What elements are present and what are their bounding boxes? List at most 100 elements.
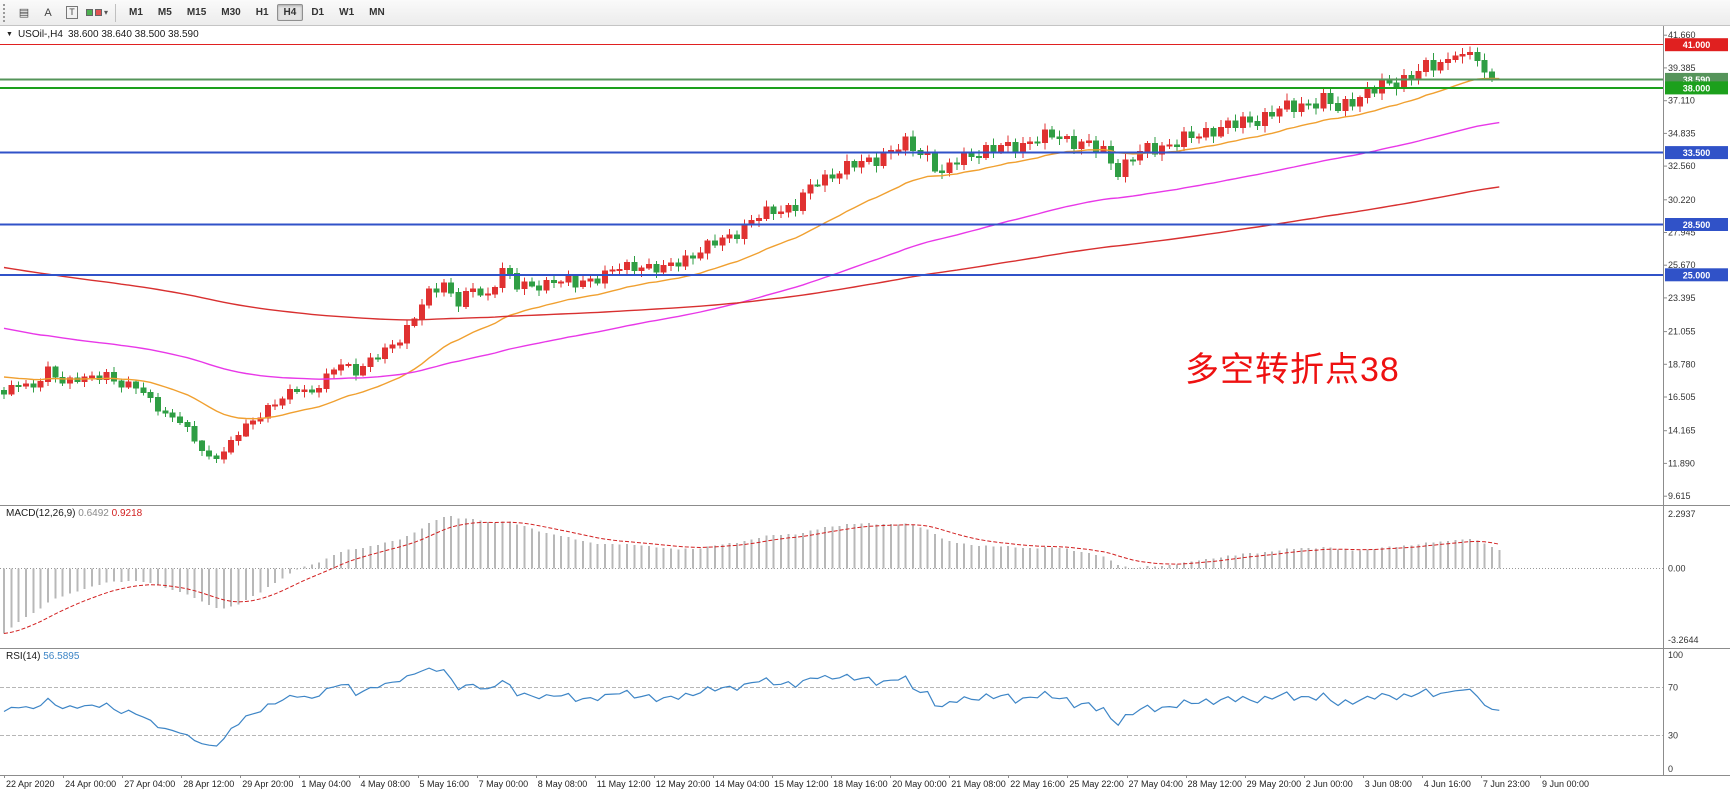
time-tick	[712, 775, 714, 778]
rsi-axis-label: 70	[1668, 683, 1678, 693]
candles-layer	[1, 46, 1503, 464]
time-axis-label: 15 May 12:00	[774, 779, 829, 789]
objects-dropdown-button[interactable]: ▾	[85, 2, 109, 24]
macd-label: MACD(12,26,9) 0.6492 0.9218	[6, 508, 142, 519]
price-tag-text: 41.000	[1683, 40, 1711, 50]
chart-title: ▼ USOil-,H4 38.600 38.640 38.500 38.590	[6, 29, 199, 40]
time-axis-label: 22 May 16:00	[1010, 779, 1065, 789]
price-axis-label: 25.670	[1668, 260, 1696, 270]
time-axis[interactable]: 22 Apr 2020 24 Apr 00:00 27 Apr 04:00 28 Ap…	[0, 775, 1730, 793]
macd-signal-line	[3, 521, 1500, 634]
cursor-a-button[interactable]: A	[44, 6, 52, 19]
chart-annotation[interactable]: 多空转折点38	[1185, 351, 1400, 389]
timeframe-button-h4[interactable]: H4	[276, 4, 304, 21]
rsi-chart[interactable]: 100 70 30 0	[0, 648, 1730, 775]
macd-indicator-name: MACD(12,26,9)	[6, 508, 76, 519]
time-axis-label: 1 May 04:00	[301, 779, 351, 789]
rsi-levels	[0, 687, 1663, 736]
time-tick	[417, 775, 419, 778]
timeframe-button-h1[interactable]: H1	[255, 7, 269, 18]
time-axis-label: 8 May 08:00	[537, 779, 588, 789]
timeframe-button-m1[interactable]: M1	[129, 7, 143, 18]
time-axis-label: 4 Jun 16:00	[1423, 779, 1471, 789]
time-tick	[1185, 775, 1187, 778]
macd-axis-label: 0.00	[1668, 564, 1686, 574]
price-axis-label: 18.780	[1668, 359, 1696, 369]
time-axis-label: 12 May 20:00	[655, 779, 711, 789]
time-axis-label: 22 Apr 2020	[6, 779, 55, 789]
macd-signal-value: 0.9218	[111, 508, 143, 519]
time-tick	[1480, 775, 1482, 778]
time-tick	[1303, 775, 1305, 778]
timeframe-button-m5[interactable]: M5	[157, 7, 172, 18]
time-tick	[299, 775, 301, 778]
chart-ohlc-values: 38.600 38.640 38.500 38.590	[67, 29, 199, 40]
rsi-indicator-name: RSI(14)	[6, 651, 41, 662]
chart-list-icon[interactable]: ▤	[18, 7, 30, 19]
time-tick	[181, 775, 183, 778]
price-axis[interactable]: 41.660 39.385 37.110 34.835 32.560 30.220 27.9…	[1663, 26, 1728, 505]
toolbar-grip[interactable]	[2, 3, 9, 22]
text-tool-icon: T	[66, 6, 78, 19]
symbol-dropdown-icon[interactable]: ▼	[6, 31, 13, 38]
timeframe-button-d1[interactable]: D1	[311, 7, 325, 18]
time-tick	[831, 775, 833, 778]
price-tag-text: 25.000	[1683, 270, 1711, 280]
price-tag-41.000	[1665, 38, 1728, 52]
toolbar: ▤ A T ▾ M1 M5 M15 M30 H1 H4 D1 W1 MN	[0, 0, 1730, 26]
ma-fast-line	[3, 77, 1500, 420]
moving-averages-layer	[3, 77, 1500, 420]
main-chart-panel[interactable]: 41.660 39.385 37.110 34.835 32.560 30.220 27.9…	[0, 26, 1730, 505]
timeframe-button-w1[interactable]: W1	[339, 7, 355, 18]
price-axis-label: 21.055	[1668, 327, 1696, 337]
time-tick	[1067, 775, 1069, 778]
price-axis-label: 9.615	[1668, 491, 1691, 501]
price-tag-text: 38.590	[1683, 75, 1711, 85]
price-axis-label: 30.220	[1668, 195, 1696, 205]
price-axis-label: 41.660	[1668, 30, 1696, 40]
time-axis-label: 4 May 08:00	[360, 779, 411, 789]
time-axis-label: 18 May 16:00	[833, 779, 888, 789]
time-tick	[1540, 775, 1541, 778]
rsi-label: RSI(14) 56.5895	[6, 651, 79, 662]
rsi-axis: 100 70 30 0	[1663, 648, 1683, 775]
macd-chart[interactable]: 2.2937 0.00 -3.2644	[0, 505, 1730, 648]
timeframe-button-m15[interactable]: M15	[186, 7, 207, 18]
time-axis-label: 21 May 08:00	[951, 779, 1006, 789]
timeframe-toolbar: M1 M5 M15 M30 H1 H4 D1 W1 MN	[122, 4, 392, 21]
rsi-line	[3, 667, 1500, 747]
macd-histogram	[3, 516, 1501, 634]
panel-separator-rsi[interactable]	[0, 648, 1730, 649]
toolbar-separator	[115, 3, 117, 22]
panel-separator-macd[interactable]	[0, 505, 1730, 506]
macd-panel[interactable]: 2.2937 0.00 -3.2644 MACD(12,26,9) 0.6492 0…	[0, 505, 1730, 648]
price-chart[interactable]: 41.660 39.385 37.110 34.835 32.560 30.220 27.9…	[0, 26, 1730, 505]
ma-slow-line	[3, 186, 1500, 321]
time-axis-label: 7 Jun 23:00	[1482, 779, 1530, 789]
rsi-axis-label: 30	[1668, 730, 1678, 740]
time-axis-label: 9 Jun 00:00	[1542, 779, 1590, 789]
time-axis-label: 29 Apr 20:00	[242, 779, 294, 789]
price-axis-label: 16.505	[1668, 392, 1696, 402]
ma-medium-line	[3, 121, 1500, 380]
time-axis-label: 24 Apr 00:00	[65, 779, 117, 789]
price-axis-label: 11.890	[1668, 458, 1695, 468]
time-axis-label: 27 Apr 04:00	[124, 779, 176, 789]
timeframe-button-mn[interactable]: MN	[369, 7, 385, 18]
time-tick	[4, 775, 5, 778]
timeframe-button-m30[interactable]: M30	[221, 7, 241, 18]
rsi-value: 56.5895	[43, 651, 80, 662]
price-axis-label: 32.560	[1668, 161, 1696, 171]
horizontal-lines-layer	[0, 44, 1663, 276]
rsi-panel[interactable]: 100 70 30 0 RSI(14) 56.5895	[0, 648, 1730, 775]
text-tool-button[interactable]: T	[61, 2, 83, 24]
price-tag-28.500	[1665, 218, 1728, 231]
price-tag-text: 38.000	[1683, 83, 1711, 93]
time-tick	[63, 775, 65, 778]
time-axis-label: 27 May 04:00	[1128, 779, 1184, 789]
time-axis-label: 14 May 04:00	[714, 779, 770, 789]
time-tick	[1244, 775, 1246, 778]
time-tick	[535, 775, 537, 778]
price-tag-text: 33.500	[1683, 148, 1711, 158]
